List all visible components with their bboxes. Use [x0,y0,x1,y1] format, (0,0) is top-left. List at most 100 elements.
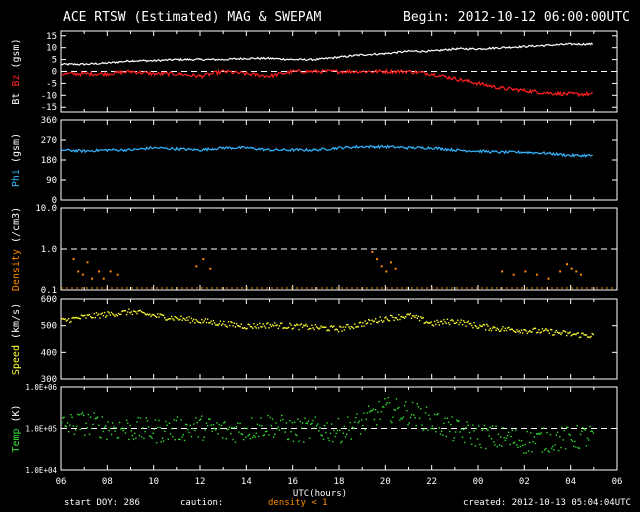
speed-point [538,329,540,331]
speed-point [220,324,223,326]
speed-point [64,318,66,320]
temp-point [400,417,402,419]
temp-point [69,424,71,426]
speed-point [451,319,453,321]
temp-point [460,428,463,430]
temp-point [180,419,182,421]
speed-point [560,333,562,336]
temp-point [563,429,566,432]
temp-point [401,418,403,420]
speed-point [195,319,197,321]
temp-point [201,415,203,417]
x-tick-label: 06 [56,477,67,487]
speed-point [108,312,110,314]
speed-point [337,331,340,333]
temp-point [396,407,399,410]
speed-point [284,327,286,329]
speed-point [383,320,385,322]
temp-point [515,429,517,431]
speed-point [347,323,349,326]
density-point [389,261,392,264]
speed-point [69,321,71,324]
speed-point [301,326,304,329]
speed-point [344,326,347,328]
speed-point [420,316,422,318]
temp-point [583,428,585,430]
temp-point [513,441,516,444]
speed-point [72,316,74,319]
temp-point [560,446,562,449]
speed-point [227,321,230,323]
temp-point [205,422,208,424]
temp-point [395,398,398,400]
density-point [559,270,562,273]
temp-point [120,428,122,430]
temp-point [413,414,415,416]
temp-point [263,434,266,436]
temp-point [418,417,421,419]
temp-point [78,414,80,416]
speed-point [546,329,548,331]
temp-point [505,437,508,440]
temp-point [117,436,120,439]
speed-point [240,323,242,325]
temp-point [127,422,129,424]
temp-point [262,434,264,437]
speed-point [473,321,475,324]
temp-point [320,434,322,436]
temp-point [449,430,451,433]
speed-point [440,320,443,323]
speed-point [138,310,141,312]
temp-point [272,436,275,438]
temp-point [568,433,570,435]
speed-point [252,327,254,329]
speed-point [564,331,567,333]
temp-point [261,425,263,427]
temp-point [528,441,531,444]
speed-point [329,325,332,328]
temp-point [171,427,173,430]
speed-point [526,332,529,335]
temp-point [458,420,460,422]
temp-point [491,425,494,427]
temp-point [471,443,473,446]
speed-point [183,318,186,320]
temp-point [508,431,510,434]
temp-point [524,443,526,446]
speed-point [274,322,276,324]
temp-point [219,427,222,430]
y-tick-label: 400 [41,348,57,358]
speed-point [212,319,215,322]
temp-point [481,429,483,431]
density-point [380,265,383,268]
temp-point [451,416,453,418]
speed-point [352,327,355,330]
speed-point [532,328,534,330]
speed-point [144,313,146,315]
speed-point [556,331,559,334]
speed-point [297,324,299,326]
temp-point [373,418,376,421]
temp-point [478,425,480,427]
temp-point [389,420,392,422]
temp-point [484,447,487,450]
temp-point [313,427,315,429]
temp-point [421,424,423,426]
speed-point [545,328,547,330]
temp-point [175,419,178,422]
speed-point [518,330,520,332]
temp-point [366,412,369,414]
speed-point [376,321,378,324]
temp-point [585,445,588,447]
temp-point [140,436,143,438]
speed-point [579,336,582,338]
temp-point [187,428,189,431]
temp-point [296,434,298,437]
temp-point [149,435,151,437]
speed-point [516,329,518,331]
speed-point [130,311,132,313]
speed-point [266,323,268,325]
temp-point [415,425,417,427]
temp-point [453,437,456,439]
temp-point [502,427,504,429]
